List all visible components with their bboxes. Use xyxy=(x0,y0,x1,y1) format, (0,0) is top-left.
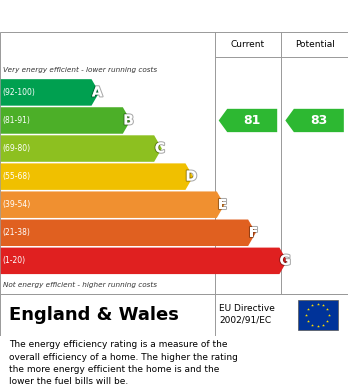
Polygon shape xyxy=(219,109,277,132)
Text: (1-20): (1-20) xyxy=(3,256,26,265)
FancyBboxPatch shape xyxy=(298,300,338,330)
Text: (55-68): (55-68) xyxy=(3,172,31,181)
Text: Energy Efficiency Rating: Energy Efficiency Rating xyxy=(9,9,211,23)
Polygon shape xyxy=(1,192,224,218)
Polygon shape xyxy=(1,107,130,134)
Text: Potential: Potential xyxy=(295,40,334,49)
Text: (21-38): (21-38) xyxy=(3,228,31,237)
Text: Current: Current xyxy=(231,40,265,49)
Text: England & Wales: England & Wales xyxy=(9,306,179,324)
Text: F: F xyxy=(249,226,259,240)
Polygon shape xyxy=(1,135,162,162)
Polygon shape xyxy=(1,219,256,246)
Polygon shape xyxy=(1,248,287,274)
Text: Very energy efficient - lower running costs: Very energy efficient - lower running co… xyxy=(3,67,158,73)
Text: D: D xyxy=(185,170,197,184)
Text: 81: 81 xyxy=(244,114,261,127)
Text: 83: 83 xyxy=(310,114,327,127)
Text: Not energy efficient - higher running costs: Not energy efficient - higher running co… xyxy=(3,282,158,288)
Text: (81-91): (81-91) xyxy=(3,116,31,125)
Polygon shape xyxy=(1,79,99,106)
Text: B: B xyxy=(123,113,134,127)
Text: (39-54): (39-54) xyxy=(3,200,31,209)
Polygon shape xyxy=(1,163,193,190)
Text: The energy efficiency rating is a measure of the
overall efficiency of a home. T: The energy efficiency rating is a measur… xyxy=(9,341,238,386)
Polygon shape xyxy=(285,109,344,132)
Text: EU Directive
2002/91/EC: EU Directive 2002/91/EC xyxy=(219,304,275,325)
Text: E: E xyxy=(218,198,227,212)
Text: A: A xyxy=(92,85,103,99)
Text: (69-80): (69-80) xyxy=(3,144,31,153)
Text: (92-100): (92-100) xyxy=(3,88,35,97)
Text: C: C xyxy=(155,142,165,156)
Text: G: G xyxy=(279,254,291,268)
